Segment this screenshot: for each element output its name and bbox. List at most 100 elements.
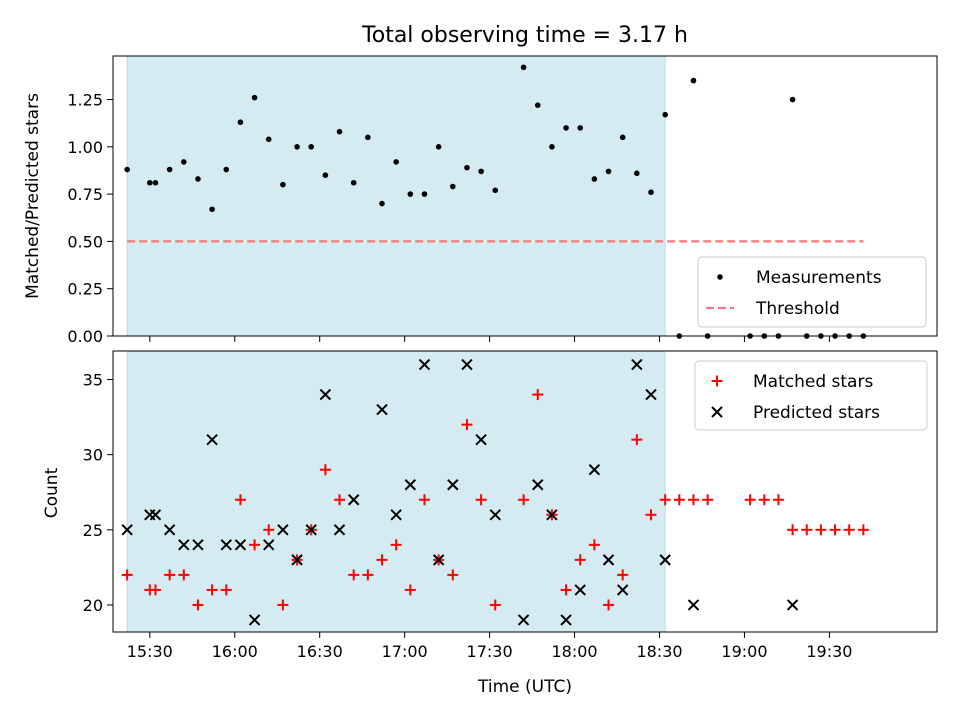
matched-star-point [744, 494, 756, 506]
time-x-tick-label: 18:00 [551, 642, 597, 661]
predicted-star-point [376, 403, 388, 416]
ratio-panel-frame [112, 55, 938, 337]
matched-star-point [249, 539, 261, 551]
time-x-tick-label: 19:30 [806, 642, 852, 661]
predicted-star-point [475, 433, 487, 446]
matched-star-point [829, 524, 841, 536]
measurement-point [534, 102, 541, 108]
matched-star-point [263, 524, 275, 536]
measurement-point [251, 94, 258, 101]
measurement-point [209, 206, 215, 213]
predicted-star-point [432, 554, 445, 566]
matched-star-point [659, 494, 671, 506]
legend-box [694, 360, 928, 431]
count-y-axis: 20 25 30 35 [83, 371, 113, 615]
predicted-star-point [333, 524, 346, 536]
predicted-star-point [248, 614, 261, 626]
legend-symbol [711, 375, 723, 387]
time-x-tick-label: 18:30 [636, 642, 682, 661]
measurement-point [237, 119, 244, 126]
matched-star-point [220, 584, 232, 596]
predicted-star-point [192, 539, 204, 551]
matched-star-point [334, 494, 346, 506]
measurement-point [393, 159, 399, 165]
matched-star-point [772, 494, 784, 506]
count-y-tick-label: 35 [83, 371, 103, 390]
predicted-star-point [277, 524, 289, 536]
measurement-point [322, 172, 329, 178]
time-x-axis: 15:30 16:00 16:30 17:00 17:30 18:00 18:30 19:00… [127, 632, 852, 661]
legend-symbol [717, 274, 723, 280]
predicted-star-point [347, 494, 360, 506]
ratio-panel: 0.00 0.25 0.50 0.75 1.00 1.25 Matched/Predict… [23, 55, 938, 346]
predicted-star-point [447, 479, 459, 491]
measurement-point [605, 168, 612, 175]
measurement-points [124, 64, 867, 339]
ratio-y-tick-label: 0.75 [67, 185, 103, 204]
measurement-point [124, 166, 130, 173]
matched-star-point [603, 599, 615, 611]
measurement-point [591, 176, 598, 182]
measurement-point [619, 134, 626, 141]
matched-star-point [348, 569, 360, 581]
predicted-star-point [546, 509, 558, 521]
measurement-point [449, 183, 456, 190]
measurement-point [648, 189, 654, 196]
matched-star-point [518, 494, 530, 506]
predicted-star-point [220, 539, 232, 551]
predicted-star-point [616, 584, 629, 596]
legend-label: Threshold [755, 299, 840, 319]
matched-star-point [447, 569, 459, 581]
legend-label: Predicted stars [753, 403, 880, 423]
measurement-point [690, 77, 697, 84]
measurement-point [464, 164, 470, 171]
matched-star-point [588, 539, 600, 551]
matched-star-point [404, 584, 416, 596]
matched-star-point [164, 569, 176, 581]
matched-star-point [461, 419, 473, 431]
predicted-star-point [149, 509, 162, 521]
matched-star-point [234, 494, 246, 506]
measurement-point [166, 166, 173, 173]
matched-star-point [758, 494, 770, 506]
predicted-star-point [291, 554, 303, 566]
matched-star-point [418, 494, 430, 506]
measurement-point [308, 144, 315, 150]
matched-star-point [277, 599, 289, 611]
matched-star-point [687, 494, 699, 506]
ratio-y-axis: 0.00 0.25 0.50 0.75 1.00 1.25 [67, 91, 113, 346]
time-x-tick-label: 15:30 [127, 642, 173, 661]
predicted-star-point [602, 554, 615, 566]
matched-star-point [815, 524, 827, 536]
ratio-y-tick-label: 0.00 [67, 327, 103, 346]
legend-box [697, 256, 927, 328]
matched-star-point [574, 554, 586, 566]
predicted-star-point [687, 599, 700, 611]
predicted-star-point [319, 388, 332, 401]
matched-star-point [673, 494, 685, 506]
predicted-star-point [560, 614, 572, 626]
predicted-star-point [305, 524, 317, 536]
predicted-stars-points [121, 358, 799, 626]
count-legend: Matched stars Predicted stars [694, 360, 928, 431]
matched-star-point [532, 389, 544, 401]
ratio-x-ticks [149, 336, 830, 342]
ratio-y-tick-label: 0.50 [67, 232, 103, 251]
measurement-point [421, 191, 428, 197]
measurement-point [223, 166, 230, 173]
measurement-point [549, 144, 555, 150]
predicted-star-point [645, 388, 657, 401]
ratio-y-tick-label: 1.25 [67, 91, 103, 110]
matched-star-point [149, 584, 161, 596]
count-y-tick-label: 25 [83, 521, 103, 540]
matched-star-point [319, 464, 331, 476]
measurement-point [180, 159, 187, 165]
matched-star-point [178, 569, 190, 581]
predicted-star-point [517, 614, 530, 626]
matched-star-point [206, 584, 218, 596]
matched-star-point [702, 494, 714, 506]
measurement-point [577, 125, 584, 131]
predicted-star-point [178, 539, 190, 551]
